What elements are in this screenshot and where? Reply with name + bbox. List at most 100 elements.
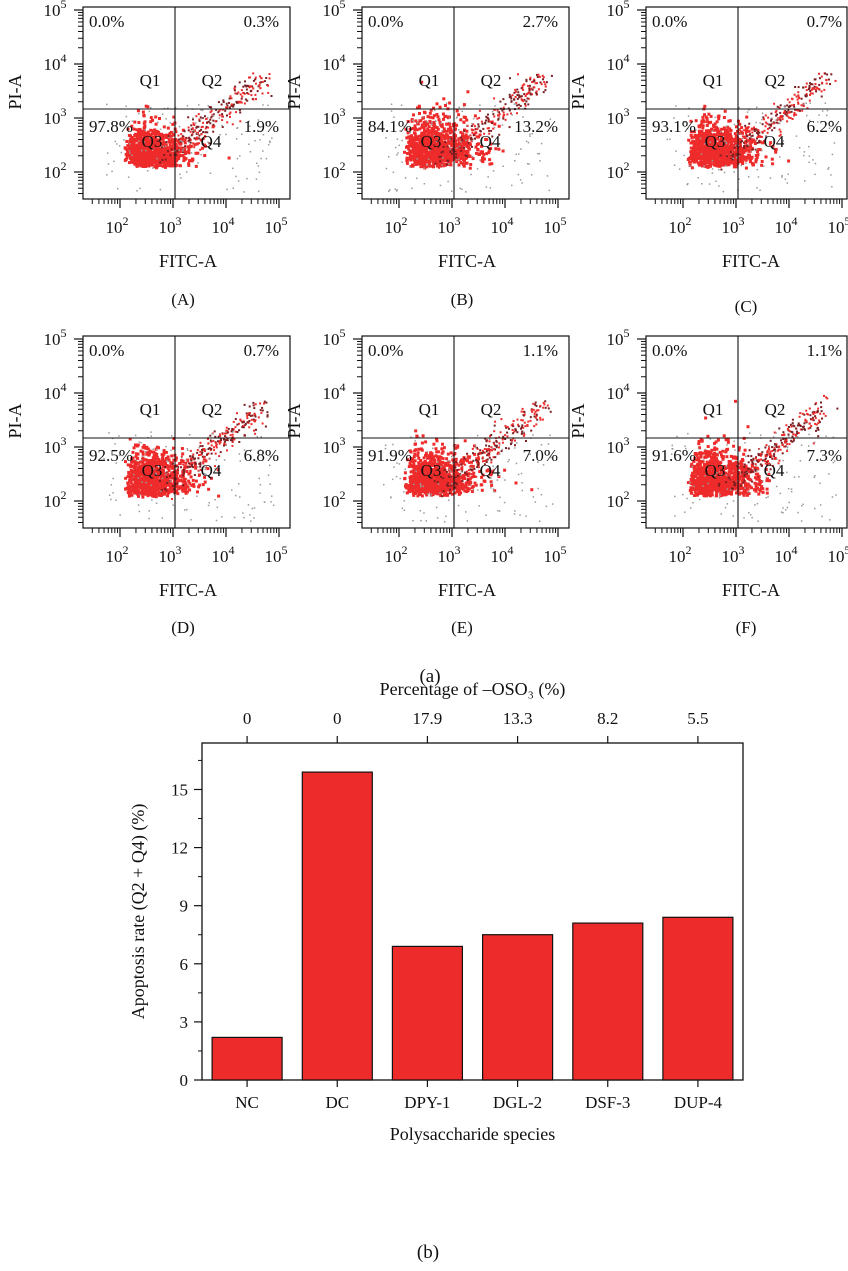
flow-event-dot	[487, 127, 490, 130]
flow-event-dot	[204, 115, 206, 118]
q3-label: Q3	[705, 132, 726, 151]
flow-event-dot	[157, 446, 160, 450]
flow-event-dot	[146, 447, 150, 451]
flow-event-dot	[774, 148, 777, 152]
flow-event-dot	[759, 189, 761, 191]
flow-event-dot	[160, 478, 163, 482]
flow-event-dot	[497, 118, 500, 121]
flow-event-dot	[702, 161, 706, 165]
y-tick-label: 105	[323, 0, 346, 20]
flow-event-dot	[152, 450, 156, 454]
flow-event-dot	[441, 164, 443, 166]
flow-event-dot	[198, 134, 201, 137]
flow-event-dot	[538, 75, 541, 78]
flow-event-dot	[701, 138, 705, 142]
flow-event-dot	[504, 103, 507, 106]
flow-event-dot	[454, 157, 457, 161]
flow-event-dot	[395, 146, 397, 149]
flow-event-dot	[131, 138, 135, 142]
flow-event-dot	[726, 135, 730, 139]
flow-event-dot	[139, 478, 143, 482]
flow-event-dot	[502, 98, 505, 101]
flow-event-dot	[232, 105, 235, 108]
flow-event-dot	[145, 477, 149, 481]
flow-event-dot	[127, 494, 131, 498]
flow-event-dot	[143, 446, 147, 450]
flow-event-dot	[252, 87, 255, 90]
flow-event-dot	[139, 449, 143, 453]
flow-event-dot	[153, 152, 157, 156]
flow-event-dot	[729, 136, 733, 139]
flow-event-dot	[704, 142, 706, 145]
flow-event-dot	[687, 138, 691, 142]
flow-event-dot	[791, 98, 794, 101]
q1-label: Q1	[140, 71, 161, 90]
flow-event-dot	[744, 166, 748, 170]
flow-event-dot	[192, 142, 195, 145]
flow-event-dot	[457, 113, 461, 117]
flow-event-dot	[207, 141, 209, 143]
flow-event-dot	[125, 156, 129, 160]
flow-event-dot	[795, 135, 798, 137]
flow-event-dot	[232, 167, 234, 170]
flow-event-dot	[768, 143, 771, 146]
flow-event-dot	[128, 150, 131, 152]
flow-event-dot	[142, 163, 146, 167]
flow-event-dot	[740, 132, 743, 135]
flow-event-dot	[761, 130, 764, 133]
flow-event-dot	[137, 473, 141, 476]
flow-event-dot	[134, 455, 138, 459]
flow-event-dot	[178, 149, 180, 151]
flow-event-dot	[468, 154, 472, 158]
flow-event-dot	[520, 87, 523, 90]
flow-event-dot	[449, 152, 452, 155]
flow-event-dot	[197, 485, 201, 489]
flow-event-dot	[734, 155, 737, 158]
flow-event-dot	[130, 457, 134, 461]
flow-event-dot	[456, 147, 458, 149]
flow-event-dot	[198, 119, 201, 122]
flow-event-dot	[131, 151, 135, 155]
flow-event-dot	[162, 450, 166, 454]
flow-event-dot	[187, 140, 190, 142]
flow-event-dot	[756, 141, 759, 144]
flow-event-dot	[436, 131, 440, 135]
flow-event-dot	[719, 138, 723, 142]
flow-event-dot	[166, 466, 170, 470]
x-tick-label: 103	[159, 214, 182, 237]
flow-event-dot	[145, 452, 149, 456]
flow-event-dot	[153, 138, 157, 142]
flow-event-dot	[806, 114, 808, 117]
flow-event-dot	[218, 114, 221, 117]
flow-event-dot	[144, 492, 148, 496]
flow-event-dot	[453, 122, 457, 126]
flow-event-dot	[455, 153, 458, 156]
flow-event-dot	[534, 82, 537, 85]
flow-event-dot	[693, 149, 697, 153]
flow-event-dot	[426, 115, 430, 119]
flow-event-dot	[735, 153, 738, 156]
flow-event-dot	[483, 157, 486, 161]
y-axis-title: PI-A	[5, 75, 25, 110]
flow-event-dot	[406, 120, 410, 123]
flow-event-dot	[707, 134, 711, 138]
flow-event-dot	[136, 462, 140, 465]
flow-event-dot	[721, 133, 725, 137]
flow-event-dot	[257, 130, 260, 132]
flow-event-dot	[728, 155, 731, 158]
flow-event-dot	[488, 129, 491, 132]
flow-event-dot	[422, 132, 426, 136]
flow-event-dot	[414, 119, 418, 123]
flow-event-dot	[411, 136, 415, 140]
flow-event-dot	[199, 116, 202, 119]
flow-event-dot	[748, 109, 750, 111]
flow-event-dot	[531, 133, 534, 135]
flow-event-dot	[748, 156, 752, 160]
flow-event-dot	[786, 112, 789, 115]
flow-event-dot	[719, 154, 722, 157]
flow-event-dot	[218, 440, 222, 444]
flow-event-dot	[240, 97, 243, 100]
flow-event-dot	[180, 139, 182, 142]
flow-event-dot	[137, 145, 141, 149]
